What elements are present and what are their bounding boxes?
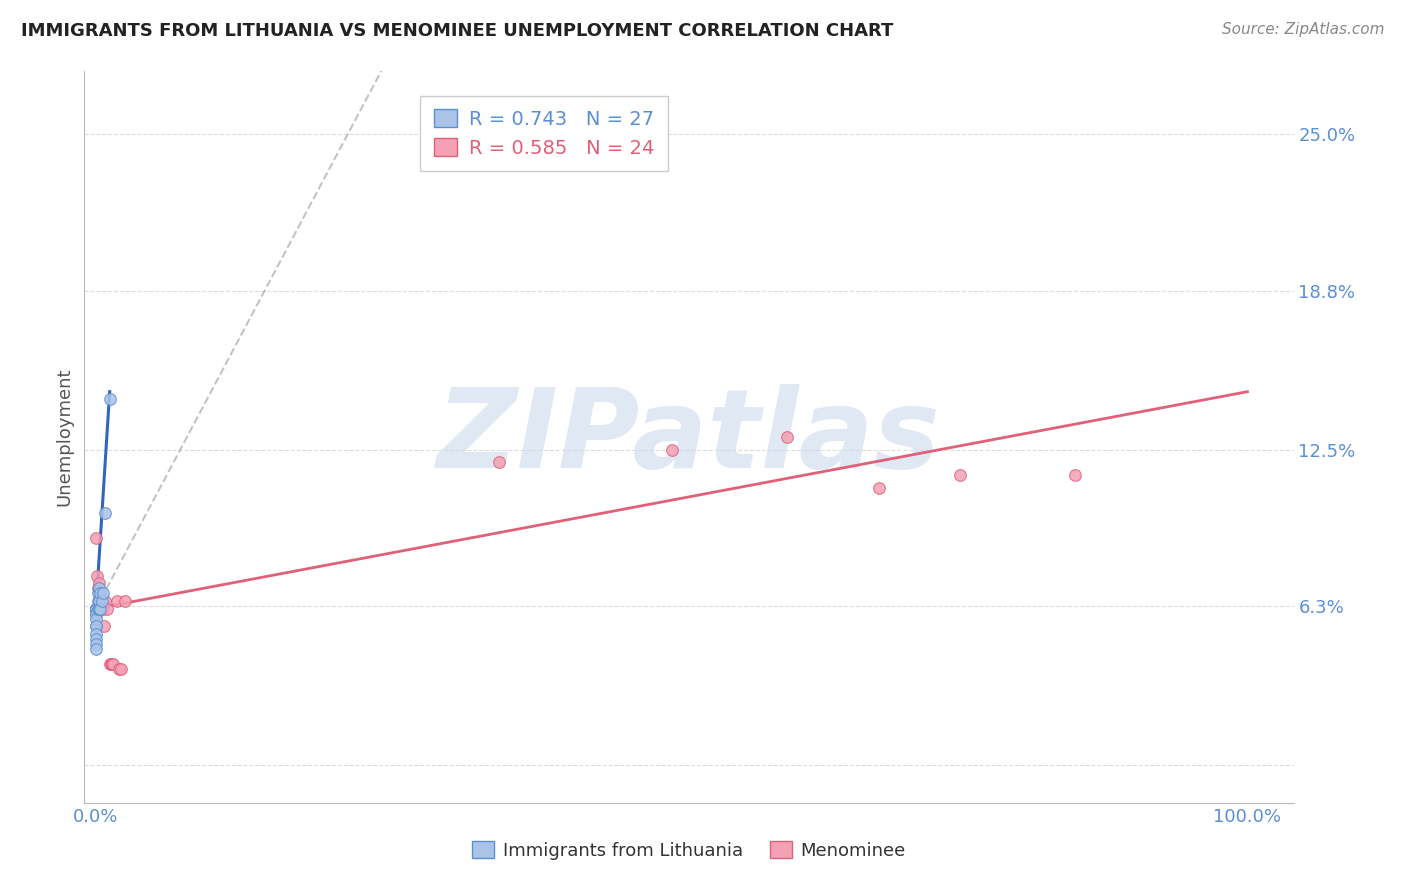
Point [87,586,110,600]
Point [91,586,114,600]
Point [98,657,121,671]
Point [84,619,107,633]
Point [98,392,121,407]
Point [114,594,136,608]
Point [89,594,111,608]
Text: IMMIGRANTS FROM LITHUANIA VS MENOMINEE UNEMPLOYMENT CORRELATION CHART: IMMIGRANTS FROM LITHUANIA VS MENOMINEE U… [21,22,893,40]
Point [108,662,131,676]
Legend: Immigrants from Lithuania, Menominee: Immigrants from Lithuania, Menominee [465,834,912,867]
Point [776,430,799,444]
Point [94,594,117,608]
Point [89,594,111,608]
Point [89,576,111,591]
Point [84,637,107,651]
Point [96,601,118,615]
Point [94,506,117,520]
Point [87,594,110,608]
Point [1063,467,1085,482]
Point [84,601,107,615]
Point [84,601,107,615]
Point [84,632,107,646]
Text: Source: ZipAtlas.com: Source: ZipAtlas.com [1222,22,1385,37]
Point [89,586,111,600]
Point [101,657,124,671]
Text: ZIPatlas: ZIPatlas [437,384,941,491]
Point [84,601,107,615]
Point [84,642,107,657]
Point [84,601,107,615]
Point [105,594,128,608]
Point [101,657,124,671]
Y-axis label: Unemployment: Unemployment [55,368,73,507]
Point [948,467,970,482]
Point [84,601,107,615]
Point [87,582,110,596]
Point [84,531,107,545]
Point [100,657,122,671]
Point [87,601,110,615]
Point [89,601,111,615]
Point [84,601,107,615]
Point [84,607,107,621]
Point [84,627,107,641]
Point [91,601,114,615]
Point [868,481,890,495]
Point [86,569,108,583]
Point [84,607,107,621]
Point [661,442,683,457]
Point [89,601,111,615]
Point [84,619,107,633]
Point [84,612,107,626]
Point [93,619,115,633]
Point [90,594,112,608]
Point [89,582,111,596]
Point [488,455,510,469]
Point [90,594,112,608]
Point [110,662,132,676]
